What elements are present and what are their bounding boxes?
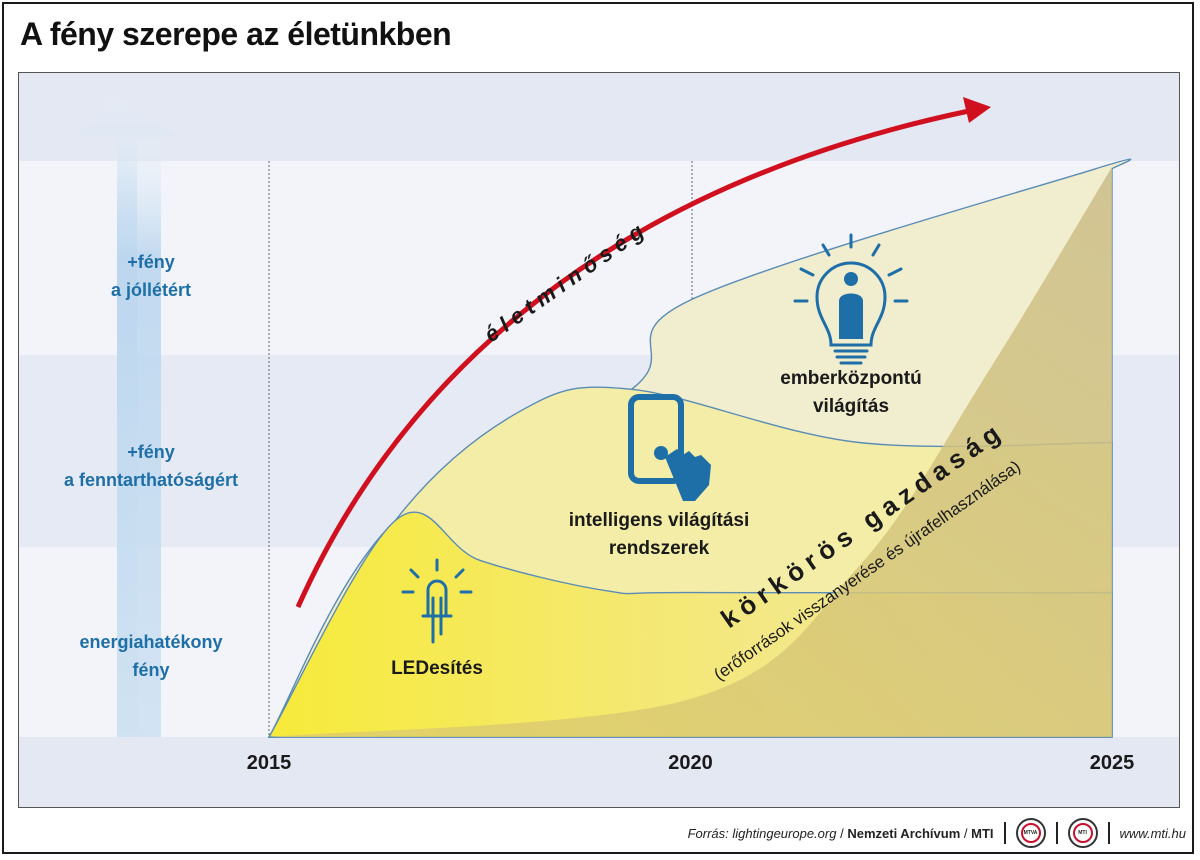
area-circular-economy [269,167,1112,737]
y-level-labels: energiahatékony fény +fény a fenntarthatósá… [64,252,238,680]
x-tick-2015: 2015 [247,752,292,774]
y-level-label-2-line2: a fenntarthatóságért [64,470,238,490]
y-level-label-1-line1: energiahatékony [79,632,222,652]
label-human-line1: emberközpontú [780,368,921,389]
y-level-label-3-line1: +fény [127,252,175,272]
chart-svg: energiahatékony fény +fény a fenntarthatósá… [19,73,1179,807]
mti-logo: MTI [1067,818,1098,848]
touch-tablet-icon [628,394,711,501]
y-level-label-3-line2: a jóllétért [111,280,191,300]
band-axis [19,737,1179,807]
source-site: lightingeurope.org [732,825,837,841]
label-led: LEDesítés [391,658,483,679]
source-line: Forrás: lightingeurope.org / Nemzeti Arc… [688,826,994,841]
quality-arrow-head [963,97,991,123]
divider [1055,822,1058,844]
label-human-line2: világítás [813,396,889,417]
mtva-logo-text: MTVA [1020,823,1041,843]
led-icon [401,558,473,644]
source-archive: Nemzeti Archívum [847,825,961,841]
y-level-label-2-line1: +fény [127,442,175,462]
divider [1107,822,1110,844]
source-slash-2: / [963,825,968,841]
y-level-label-1-line2: fény [132,660,169,680]
chart-panel: energiahatékony fény +fény a fenntarthatósá… [18,72,1180,808]
human-bulb-icon [793,233,909,365]
band-top [19,73,1179,161]
quality-arrow [295,108,970,609]
x-tick-2020: 2020 [668,752,713,774]
footer: Forrás: lightingeurope.org / Nemzeti Arc… [688,818,1186,848]
source-mti: MTI [971,825,994,841]
x-axis: 2015 2020 2025 [247,752,1135,774]
mtva-logo: MTVA [1015,818,1046,848]
website-url: www.mti.hu [1119,825,1186,841]
page-title: A fény szerepe az életünkben [20,16,452,52]
x-tick-2025: 2025 [1090,752,1135,774]
source-prefix: Forrás: [687,825,729,841]
label-smart-line2: rendszerek [609,538,710,559]
up-arrow-icon [75,91,177,737]
divider [1003,822,1006,844]
mti-logo-text: MTI [1072,823,1093,843]
label-smart-line1: intelligens világítási [569,510,750,531]
source-slash-1: / [840,825,844,841]
